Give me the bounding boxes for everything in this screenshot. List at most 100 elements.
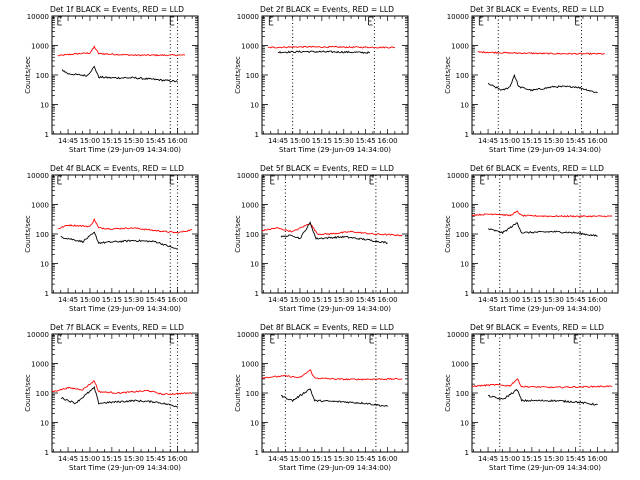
y-axis-label: Counts/sec (24, 374, 32, 412)
panel-title: Det 9f BLACK = Events, RED = LLD (470, 323, 604, 332)
y-tick-label: 1 (465, 449, 469, 457)
events-series-line (280, 221, 388, 245)
y-tick-label: 1 (255, 131, 259, 139)
x-axis-label: Start Time (29-Jun-09 14:34:00) (489, 146, 601, 154)
end-marker (369, 175, 375, 185)
x-tick-label: 14:45 (58, 296, 78, 304)
y-tick-label: 1 (45, 290, 49, 298)
y-tick-label: 1000 (31, 202, 49, 210)
x-tick-label: 15:45 (356, 137, 376, 145)
lld-series-line (57, 45, 186, 57)
x-tick-label: 16:00 (377, 455, 397, 463)
detector-panel-7: Det 7f BLACK = Events, RED = LLD 1 10 100 10… (24, 323, 199, 472)
x-tick-label: 15:15 (522, 137, 542, 145)
y-tick-label: 1000 (31, 43, 49, 51)
y-tick-label: 10000 (27, 172, 49, 180)
x-tick-label: 16:00 (587, 455, 607, 463)
lld-series-line (471, 210, 613, 218)
x-tick-label: 15:15 (522, 455, 542, 463)
x-tick-label: 15:45 (566, 137, 586, 145)
y-tick-label: 100 (456, 390, 469, 398)
x-tick-label: 15:30 (544, 455, 564, 463)
x-tick-label: 15:15 (102, 137, 122, 145)
panel-title: Det 6f BLACK = Events, RED = LLD (470, 164, 604, 173)
y-tick-label: 1000 (451, 43, 469, 51)
x-axis-label: Start Time (29-Jun-09 14:34:00) (279, 146, 391, 154)
y-tick-label: 1000 (31, 361, 49, 369)
events-series-line (280, 388, 388, 407)
x-tick-label: 15:45 (146, 455, 166, 463)
plot-frame (261, 333, 409, 453)
x-tick-label: 15:45 (146, 137, 166, 145)
start-marker (478, 16, 484, 26)
x-tick-label: 14:45 (268, 296, 288, 304)
lld-series-line (267, 45, 396, 49)
end-marker (369, 334, 375, 344)
events-series-line (487, 222, 598, 237)
end-marker (169, 16, 175, 26)
y-tick-label: 10 (40, 102, 49, 110)
y-tick-label: 10 (460, 420, 469, 428)
events-series-line (61, 65, 178, 83)
y-tick-label: 10000 (237, 331, 259, 339)
x-tick-label: 15:00 (80, 296, 100, 304)
events-series-line (487, 388, 598, 406)
y-axis-label: Counts/sec (444, 56, 452, 94)
x-tick-label: 16:00 (167, 296, 187, 304)
y-tick-label: 10000 (237, 172, 259, 180)
plot-frame (51, 174, 199, 294)
start-marker (57, 175, 62, 185)
x-tick-label: 15:45 (356, 296, 376, 304)
y-tick-label: 10 (460, 102, 469, 110)
y-tick-label: 100 (246, 72, 259, 80)
x-tick-label: 16:00 (587, 137, 607, 145)
end-marker (575, 16, 580, 26)
x-tick-label: 15:15 (312, 455, 332, 463)
panel-title: Det 7f BLACK = Events, RED = LLD (50, 323, 184, 332)
y-tick-label: 1 (465, 131, 469, 139)
y-tick-label: 1 (465, 290, 469, 298)
y-tick-label: 100 (456, 231, 469, 239)
y-tick-label: 1 (255, 290, 259, 298)
x-tick-label: 15:30 (124, 137, 144, 145)
start-marker (57, 334, 62, 344)
plot-frame (51, 333, 199, 453)
events-series-line (60, 231, 178, 250)
y-tick-label: 10 (250, 102, 259, 110)
x-tick-label: 15:45 (566, 296, 586, 304)
x-tick-label: 16:00 (587, 296, 607, 304)
panel-title: Det 1f BLACK = Events, RED = LLD (50, 5, 184, 14)
y-axis-label: Counts/sec (444, 374, 452, 412)
y-tick-label: 10000 (27, 13, 49, 21)
lld-series-line (261, 368, 403, 381)
lld-series-line (57, 217, 193, 234)
x-tick-label: 14:45 (58, 137, 78, 145)
y-tick-label: 10000 (447, 13, 469, 21)
start-marker (270, 334, 275, 344)
y-tick-label: 10000 (27, 331, 49, 339)
x-axis-label: Start Time (29-Jun-09 14:34:00) (69, 146, 181, 154)
detector-panel-2: Det 2f BLACK = Events, RED = LLD 1 10 100 10… (234, 5, 409, 154)
x-tick-label: 15:15 (102, 455, 122, 463)
x-tick-label: 14:45 (478, 296, 498, 304)
start-marker (57, 16, 62, 26)
detector-panel-9: Det 9f BLACK = Events, RED = LLD 1 10 100 10… (444, 323, 619, 472)
y-tick-label: 100 (36, 390, 49, 398)
x-axis-label: Start Time (29-Jun-09 14:34:00) (489, 305, 601, 313)
x-tick-label: 16:00 (167, 137, 187, 145)
panel-title: Det 2f BLACK = Events, RED = LLD (260, 5, 394, 14)
x-tick-label: 15:00 (290, 455, 310, 463)
y-tick-label: 100 (456, 72, 469, 80)
x-tick-label: 16:00 (167, 455, 187, 463)
panel-title: Det 4f BLACK = Events, RED = LLD (50, 164, 184, 173)
x-tick-label: 14:45 (58, 455, 78, 463)
y-tick-label: 10000 (237, 13, 259, 21)
x-axis-label: Start Time (29-Jun-09 14:34:00) (279, 464, 391, 472)
x-axis-label: Start Time (29-Jun-09 14:34:00) (489, 464, 601, 472)
y-tick-label: 10000 (447, 172, 469, 180)
start-marker (270, 175, 275, 185)
x-tick-label: 15:45 (566, 455, 586, 463)
x-tick-label: 15:30 (334, 137, 354, 145)
end-marker (368, 16, 373, 26)
